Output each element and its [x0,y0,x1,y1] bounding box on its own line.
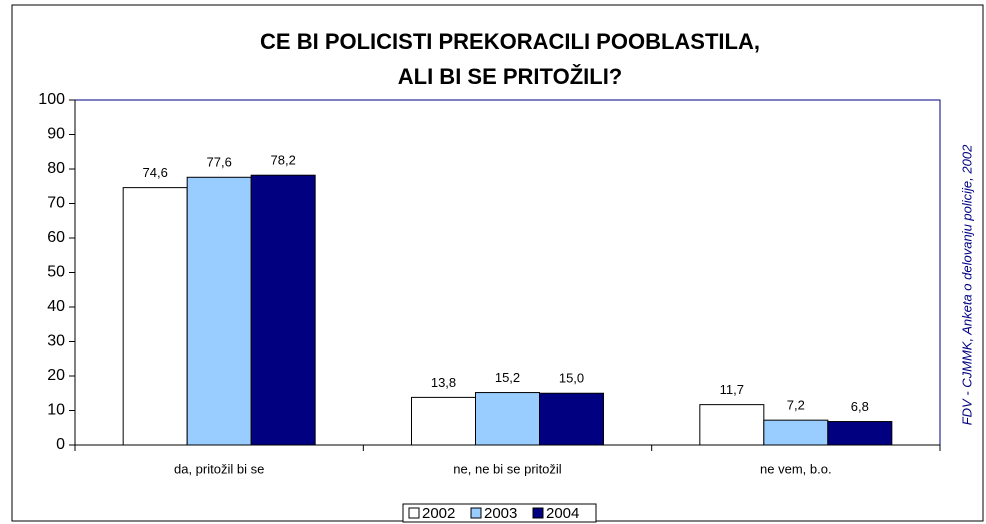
x-tick-label: ne, ne bi se pritožil [453,461,562,476]
x-tick-label: da, pritožil bi se [174,461,264,476]
legend-label: 2003 [484,505,517,522]
y-tick-label: 20 [47,367,65,384]
value-label: 15,2 [495,370,520,385]
value-label: 77,6 [207,155,232,170]
bar [699,404,765,446]
legend-label: 2002 [422,505,455,522]
bar [763,419,829,446]
source-note: FDV - CJMMK, Anketa o delovanju policije… [959,144,974,425]
y-tick-label: 10 [47,402,65,419]
legend-box [402,503,597,523]
value-label: 74,6 [143,165,168,180]
bar [122,187,188,446]
y-tick-label: 40 [47,298,65,315]
y-tick-label: 30 [47,333,65,350]
bar [250,174,316,446]
bar [539,392,604,446]
legend-swatch [408,507,420,519]
bar [411,396,476,446]
y-tick-label: 70 [47,195,65,212]
y-tick-label: 60 [47,229,65,246]
chart-title: CE BI POLICISTI PREKORACILI POOBLASTILA, [260,29,760,54]
chart-title: ALI BI SE PRITOŽILI? [398,64,623,89]
value-label: 15,0 [559,371,584,386]
value-label: 13,8 [431,375,456,390]
bar [186,176,252,446]
value-label: 7,2 [787,398,805,413]
legend-swatch [532,507,544,519]
value-label: 78,2 [271,153,296,168]
y-tick-label: 80 [47,160,65,177]
bar [475,392,540,446]
legend-label: 2004 [546,505,579,522]
y-tick-label: 100 [38,91,65,108]
y-tick-label: 0 [56,436,65,453]
legend-swatch [470,507,482,519]
x-tick-label: ne vem, b.o. [760,461,832,476]
y-tick-label: 50 [47,264,65,281]
value-label: 6,8 [851,399,869,414]
value-label: 11,7 [720,382,744,397]
bar [827,421,893,446]
y-tick-label: 90 [47,126,65,143]
